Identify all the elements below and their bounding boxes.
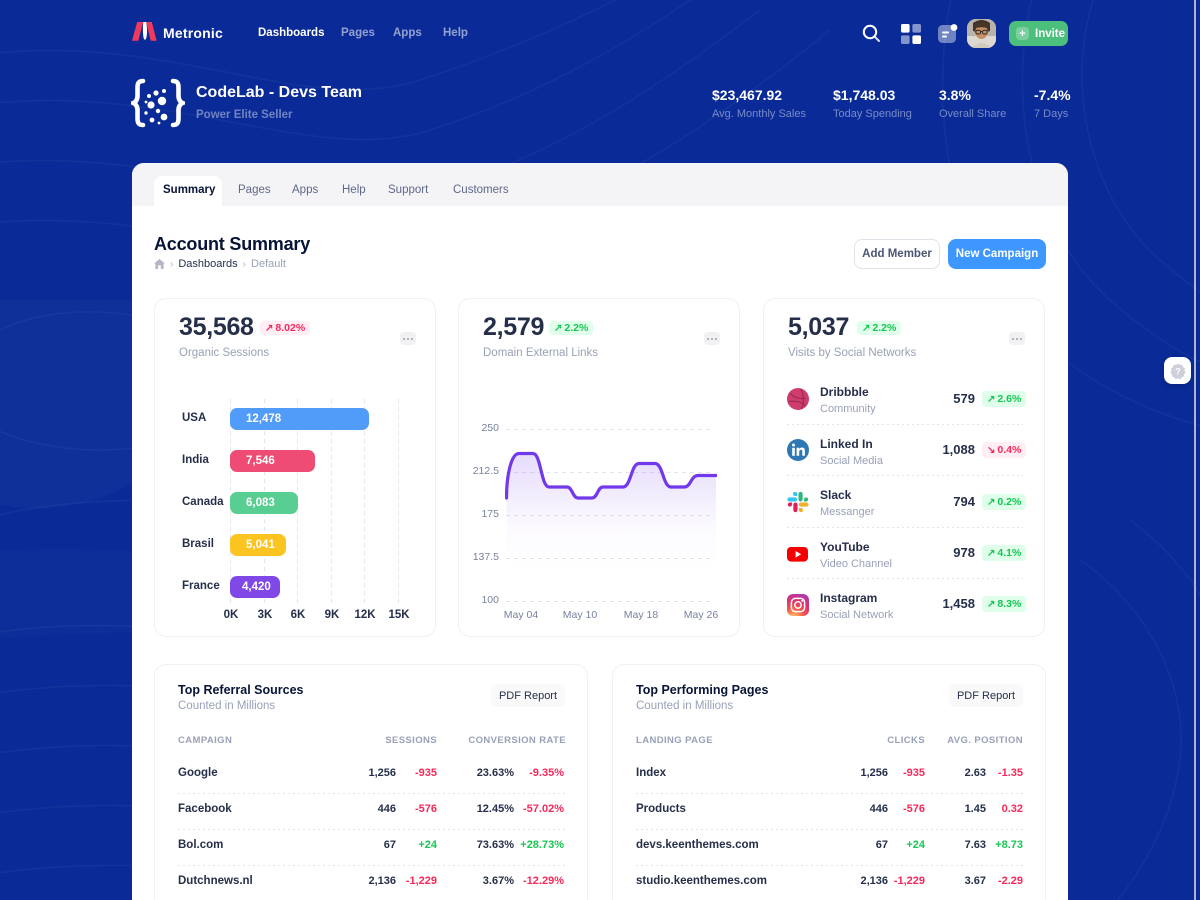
svg-text:?: ? (1175, 366, 1181, 376)
